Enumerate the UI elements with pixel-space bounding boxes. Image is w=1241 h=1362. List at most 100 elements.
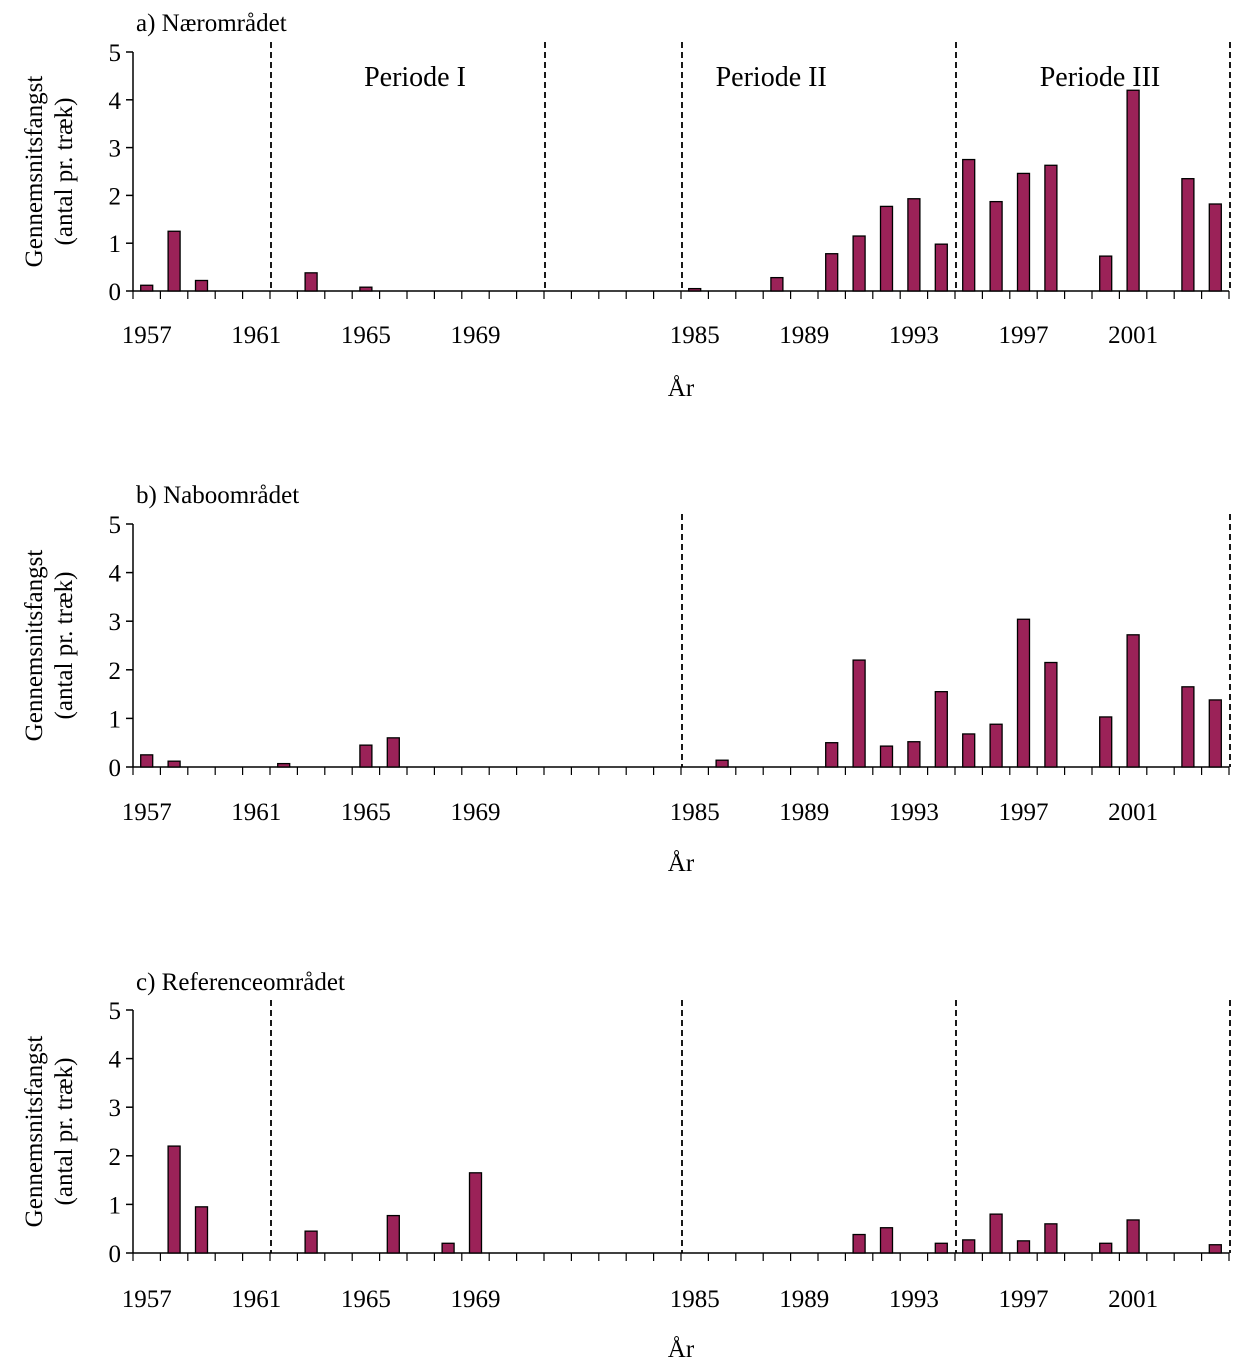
bar-1995 bbox=[962, 1239, 976, 1254]
chart-title: c) Referenceområdet bbox=[136, 969, 345, 996]
y-tick-label: 4 bbox=[109, 561, 122, 588]
y-axis-label: Gennemsnitsfangst (antal pr. træk) bbox=[21, 1036, 78, 1228]
y-axis-label-line1: Gennemsnitsfangst bbox=[21, 1036, 48, 1228]
x-tick-label: 1965 bbox=[341, 799, 391, 826]
period-label: Periode II bbox=[716, 62, 827, 93]
chart-panel-1: a) Nærområdet Gennemsnitsfangst (antal pr.… bbox=[21, 10, 1231, 402]
y-tick-label: 2 bbox=[109, 658, 122, 685]
bar-1966 bbox=[386, 1214, 400, 1254]
x-tick-label: 1957 bbox=[122, 799, 172, 826]
y-tick-label: 1 bbox=[109, 1192, 122, 1219]
y-tick-label: 0 bbox=[109, 1241, 122, 1268]
y-tick-label: 4 bbox=[109, 1047, 122, 1074]
bar-1969 bbox=[468, 1172, 483, 1254]
bar-1998 bbox=[1044, 164, 1058, 292]
y-tick-label: 1 bbox=[109, 231, 122, 258]
bar-1996 bbox=[989, 723, 1003, 768]
bar-2003 bbox=[1181, 178, 1195, 292]
bar-1996 bbox=[989, 1213, 1003, 1254]
bar-1990 bbox=[825, 253, 839, 292]
bar-1968 bbox=[441, 1242, 455, 1254]
x-tick-label: 1985 bbox=[670, 799, 720, 826]
bar-1958 bbox=[167, 1145, 181, 1254]
bar-2000 bbox=[1099, 1242, 1113, 1254]
x-tick-label: 1957 bbox=[122, 1286, 172, 1313]
x-tick-label: 1997 bbox=[999, 799, 1049, 826]
y-tick-label: 5 bbox=[109, 512, 122, 539]
x-tick-label: 2001 bbox=[1108, 322, 1158, 349]
y-tick-label: 3 bbox=[109, 136, 122, 163]
y-axis-label-line2: (antal pr. træk) bbox=[51, 572, 78, 720]
bar-1990 bbox=[825, 742, 839, 768]
y-axis-label-line2: (antal pr. træk) bbox=[51, 1058, 78, 1206]
bar-2000 bbox=[1099, 716, 1113, 768]
x-tick-label: 1961 bbox=[231, 799, 281, 826]
bar-2004 bbox=[1208, 699, 1222, 768]
bar-1997 bbox=[1016, 172, 1031, 292]
bar-1992 bbox=[879, 205, 894, 292]
x-tick-label: 1989 bbox=[779, 799, 829, 826]
bar-1958 bbox=[167, 230, 181, 292]
x-tick-label: 1961 bbox=[231, 1286, 281, 1313]
bar-1965 bbox=[359, 744, 373, 768]
x-tick-label: 2001 bbox=[1108, 1286, 1158, 1313]
y-tick-label: 2 bbox=[109, 183, 122, 210]
x-tick-label: 1993 bbox=[889, 1286, 939, 1313]
bar-1998 bbox=[1044, 1223, 1058, 1254]
bar-1991 bbox=[852, 659, 866, 768]
bar-2000 bbox=[1099, 255, 1113, 292]
x-tick-label: 1969 bbox=[451, 322, 501, 349]
period-label: Periode III bbox=[1040, 62, 1161, 93]
y-tick-label: 5 bbox=[109, 998, 122, 1025]
x-tick-label: 1993 bbox=[889, 322, 939, 349]
bar-1988 bbox=[770, 276, 784, 292]
bar-1991 bbox=[852, 235, 866, 292]
x-tick-label: 1985 bbox=[670, 1286, 720, 1313]
x-tick-label: 1969 bbox=[451, 1286, 501, 1313]
y-tick-label: 4 bbox=[109, 88, 122, 115]
bar-1991 bbox=[852, 1233, 866, 1254]
x-tick-label: 1957 bbox=[122, 322, 172, 349]
bar-2001 bbox=[1126, 634, 1140, 768]
x-tick-label: 1965 bbox=[341, 322, 391, 349]
bar-1963 bbox=[304, 272, 318, 292]
chart-panel-3: c) Referenceområdet Gennemsnitsfangst (ant… bbox=[21, 969, 1231, 1362]
y-tick-label: 3 bbox=[109, 1095, 122, 1122]
bar-1995 bbox=[962, 733, 976, 768]
y-tick-label: 5 bbox=[109, 40, 122, 67]
bar-1993 bbox=[907, 198, 921, 292]
x-tick-label: 1997 bbox=[999, 322, 1049, 349]
y-tick-label: 2 bbox=[109, 1144, 122, 1171]
bar-1965 bbox=[359, 286, 373, 292]
x-axis-label: År bbox=[668, 375, 695, 402]
y-axis-label-line1: Gennemsnitsfangst bbox=[21, 76, 48, 268]
bar-2001 bbox=[1126, 1219, 1140, 1254]
bar-1995 bbox=[962, 158, 976, 292]
bar-1992 bbox=[879, 745, 894, 768]
bar-2004 bbox=[1208, 203, 1222, 292]
y-axis-label-line1: Gennemsnitsfangst bbox=[21, 550, 48, 742]
x-axis-label: År bbox=[668, 1336, 695, 1362]
x-tick-label: 1989 bbox=[779, 322, 829, 349]
y-tick-label: 3 bbox=[109, 609, 122, 636]
bar-1997 bbox=[1016, 618, 1031, 768]
bar-1994 bbox=[934, 1242, 948, 1254]
bar-1959 bbox=[194, 279, 209, 292]
bar-1962 bbox=[277, 762, 291, 768]
x-tick-label: 1997 bbox=[999, 1286, 1049, 1313]
bar-1958 bbox=[167, 760, 181, 768]
x-tick-label: 1969 bbox=[451, 799, 501, 826]
x-tick-label: 1989 bbox=[779, 1286, 829, 1313]
bar-2001 bbox=[1126, 89, 1140, 292]
bar-1963 bbox=[304, 1230, 318, 1254]
bar-1992 bbox=[879, 1227, 894, 1254]
x-tick-label: 1985 bbox=[670, 322, 720, 349]
bar-1957 bbox=[140, 754, 154, 768]
bar-1994 bbox=[934, 243, 948, 292]
y-tick-label: 0 bbox=[109, 279, 122, 306]
bar-1966 bbox=[386, 737, 400, 768]
y-axis-label-line2: (antal pr. træk) bbox=[51, 98, 78, 246]
chart-title: b) Naboområdet bbox=[136, 482, 299, 509]
bar-1959 bbox=[194, 1206, 209, 1254]
